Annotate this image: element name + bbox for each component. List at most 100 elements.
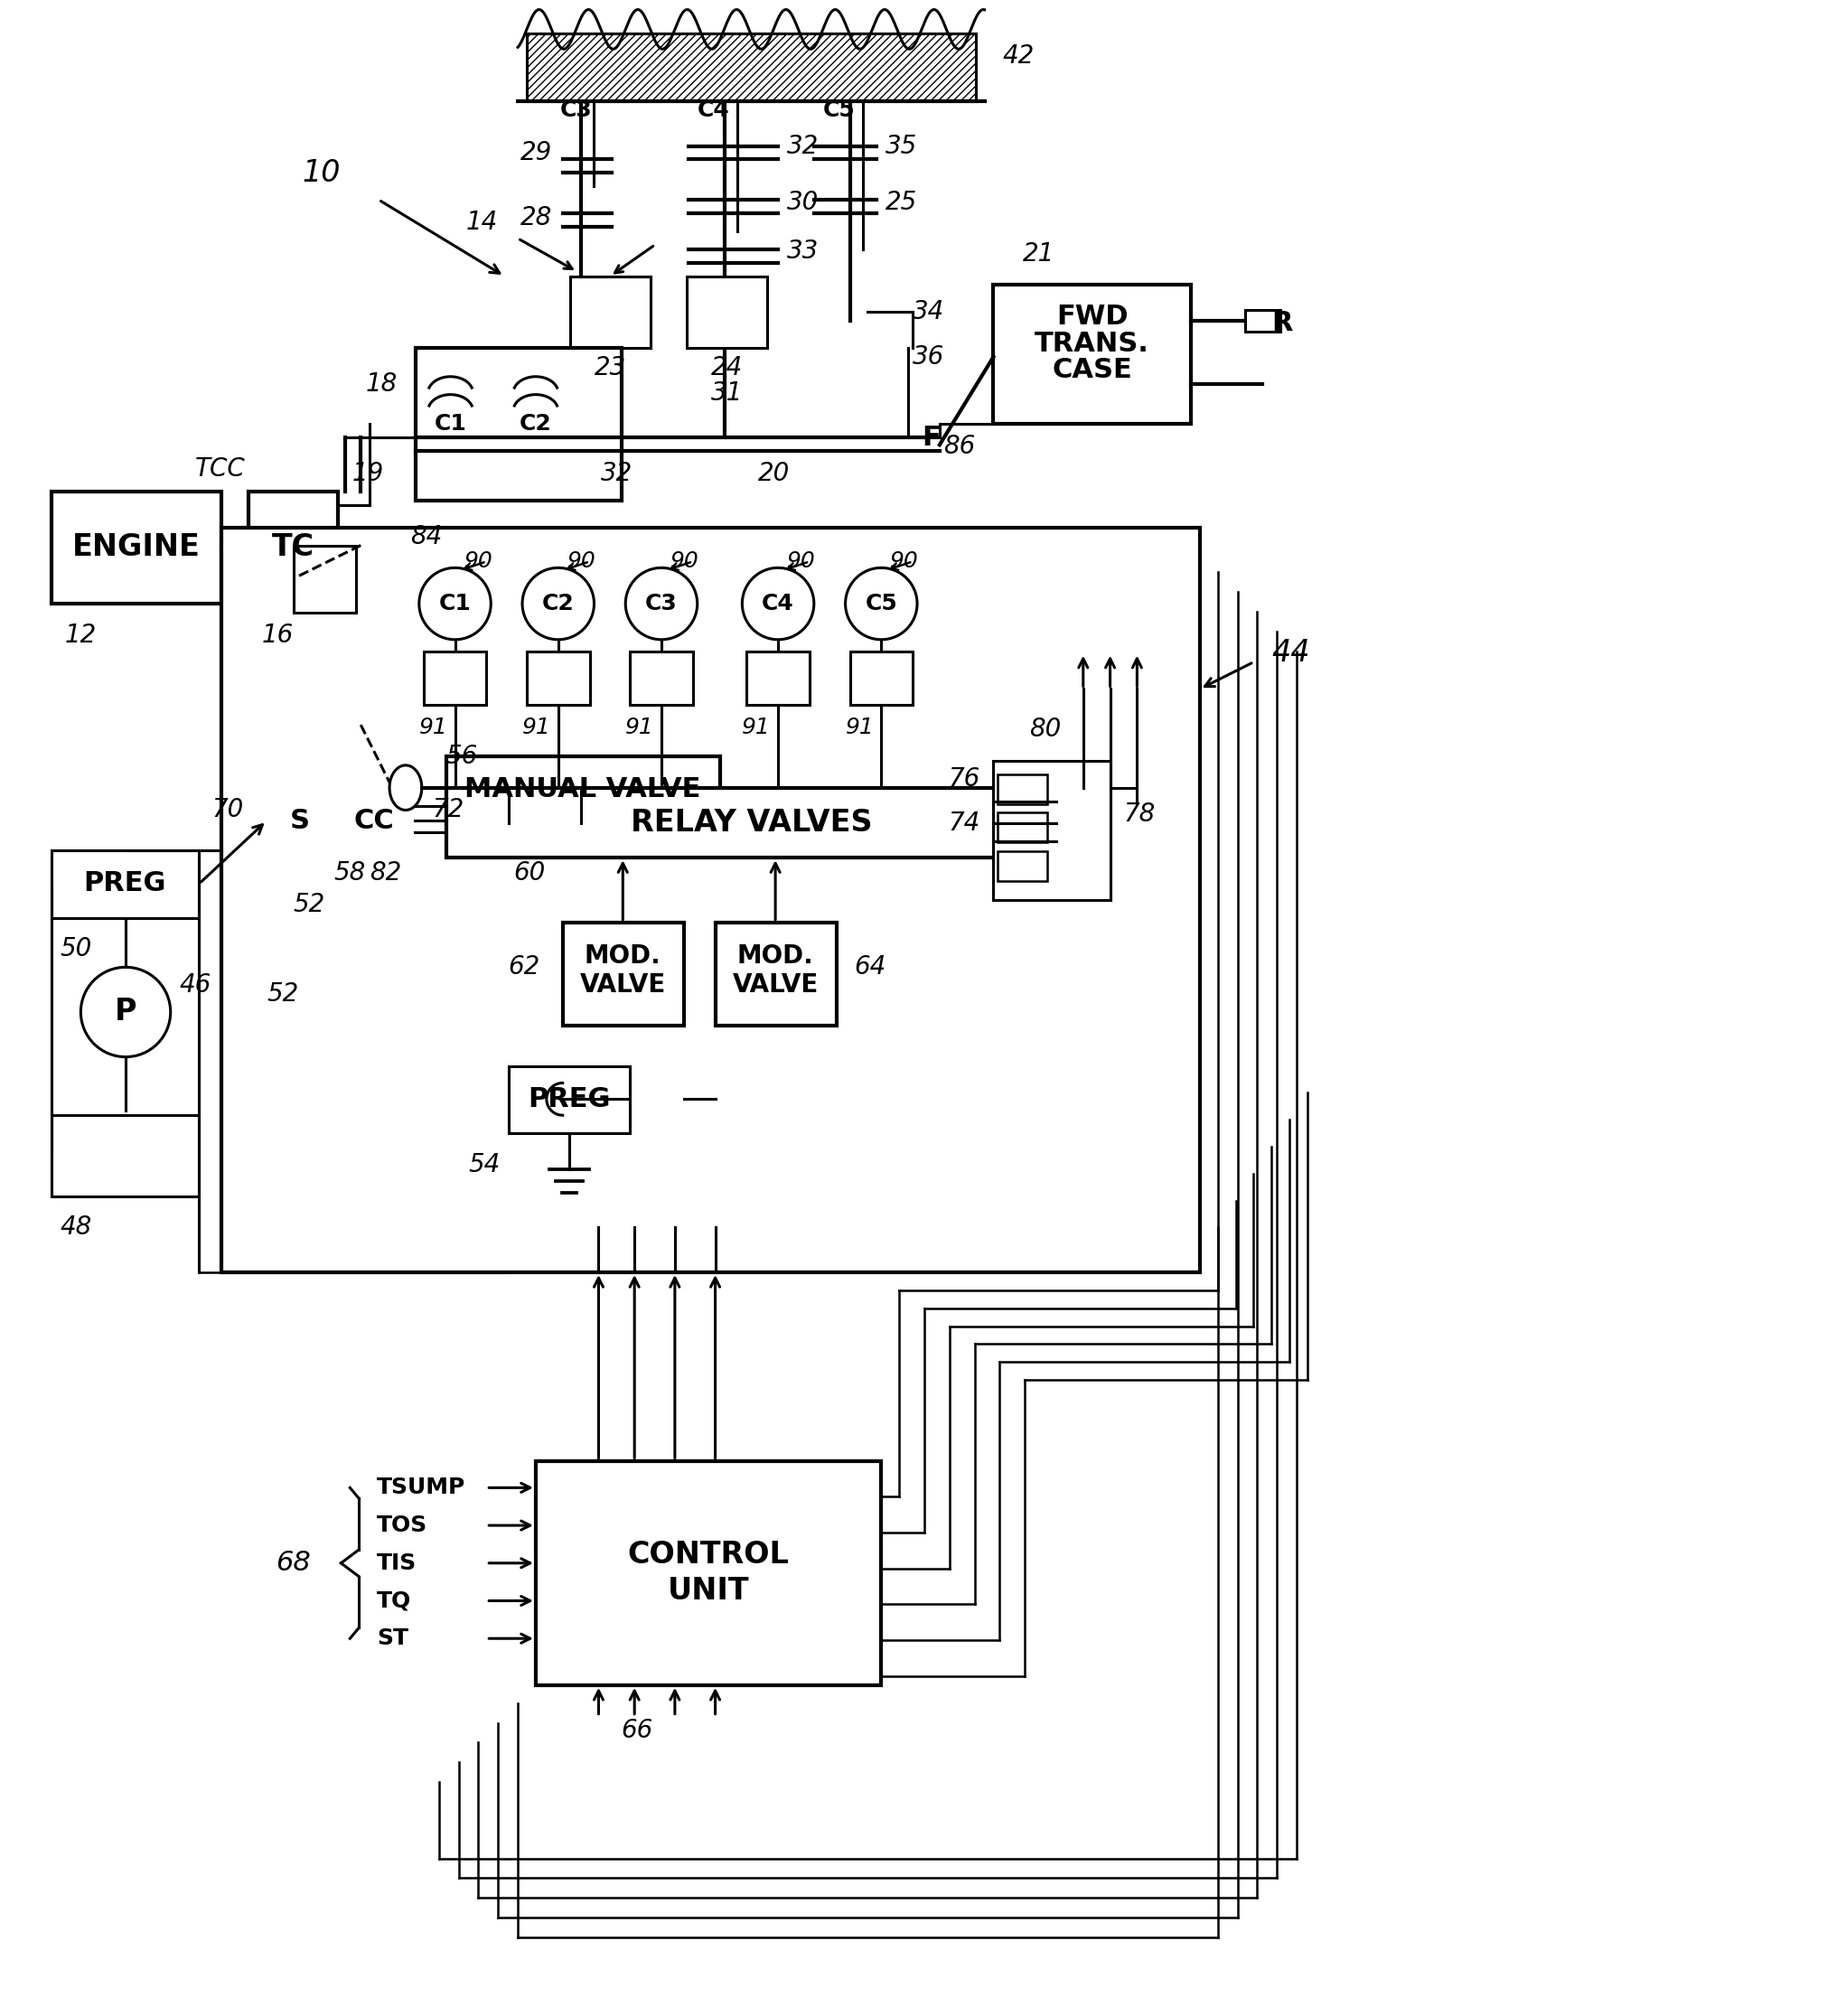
Text: PREG: PREG [83,871,166,897]
Text: 25: 25 [886,190,917,216]
Bar [535,1462,881,1685]
Polygon shape [390,766,421,810]
Text: TC: TC [271,532,314,562]
Text: MANUAL VALVE: MANUAL VALVE [465,776,700,802]
Text: 80: 80 [1030,716,1061,742]
Text: 33: 33 [786,238,820,264]
Text: 34: 34 [912,298,945,325]
Text: S: S [290,808,310,835]
Text: R: R [1272,310,1292,337]
Bar [999,851,1047,881]
Text: 29: 29 [521,141,552,165]
Bar [629,651,692,706]
Text: 21: 21 [1023,242,1054,266]
Text: 20: 20 [757,462,790,486]
Text: 58: 58 [334,861,366,885]
Text: 36: 36 [912,345,945,369]
Text: 35: 35 [886,133,917,159]
Text: 19: 19 [353,462,384,486]
Text: 76: 76 [949,766,980,792]
Text: 74: 74 [949,810,980,837]
Bar [222,528,1200,1272]
Text: 52: 52 [294,891,325,917]
Text: 18: 18 [366,371,397,397]
Bar [334,788,415,855]
Text: F: F [921,425,940,452]
Text: 23: 23 [594,355,626,381]
Text: 91: 91 [522,718,550,738]
Bar [1244,310,1281,333]
Bar [415,349,622,500]
Text: 48: 48 [61,1216,92,1240]
Text: 91: 91 [419,718,449,738]
Text: TRANS.: TRANS. [1036,331,1150,357]
Text: 66: 66 [620,1718,653,1742]
Text: 14: 14 [467,210,498,236]
Bar [52,492,222,603]
Text: TCC: TCC [194,456,246,482]
Text: RELAY VALVES: RELAY VALVES [629,808,871,837]
Text: 84: 84 [410,524,441,548]
Bar [52,851,199,917]
Text: VALVE: VALVE [733,972,818,998]
Bar [993,284,1191,423]
Bar [526,34,975,101]
Text: MOD.: MOD. [737,943,814,970]
Text: C2: C2 [543,593,574,615]
Text: 24: 24 [711,355,742,381]
Bar [687,276,768,349]
Text: 50: 50 [61,937,92,962]
Text: C1: C1 [439,593,471,615]
Text: 64: 64 [855,954,886,980]
Text: 32: 32 [600,462,633,486]
Text: 60: 60 [513,861,545,885]
Text: ST: ST [377,1627,408,1649]
Text: C3: C3 [559,99,593,121]
Bar [999,812,1047,843]
Text: 91: 91 [845,718,873,738]
Text: PREG: PREG [528,1087,611,1113]
Text: 78: 78 [1124,802,1156,827]
Text: 70: 70 [212,798,244,823]
Text: UNIT: UNIT [666,1577,749,1607]
Text: C1: C1 [434,413,467,435]
Text: C2: C2 [519,413,552,435]
Text: 90: 90 [890,550,919,573]
Text: CASE: CASE [1052,357,1132,383]
Text: 28: 28 [521,206,552,230]
Text: 12: 12 [65,623,96,647]
Text: TSUMP: TSUMP [377,1478,465,1498]
Text: TOS: TOS [377,1514,428,1536]
Bar [52,1115,199,1195]
Text: FWD: FWD [1056,302,1128,329]
Text: 90: 90 [567,550,596,573]
Text: ENGINE: ENGINE [72,532,201,562]
Text: TQ: TQ [377,1591,412,1611]
Text: 86: 86 [943,433,975,460]
Bar [447,788,1056,857]
Bar [249,492,338,603]
Text: 72: 72 [432,798,465,823]
Text: CONTROL: CONTROL [628,1540,788,1570]
Bar [526,651,589,706]
Text: 52: 52 [266,982,299,1006]
Text: 10: 10 [303,157,342,187]
Bar [423,651,485,706]
Text: 68: 68 [275,1550,310,1577]
Bar [294,546,356,613]
Text: C3: C3 [646,593,677,615]
Text: 90: 90 [463,550,493,573]
Bar [849,651,912,706]
Text: 90: 90 [786,550,816,573]
Text: 62: 62 [508,954,541,980]
Text: 91: 91 [626,718,653,738]
Text: C4: C4 [698,99,729,121]
Text: 91: 91 [742,718,772,738]
Text: 31: 31 [711,381,742,405]
Bar [999,774,1047,804]
Bar [509,1066,629,1133]
Bar [746,651,810,706]
Bar [447,756,720,825]
Text: MOD.: MOD. [585,943,661,970]
Bar [266,788,334,855]
